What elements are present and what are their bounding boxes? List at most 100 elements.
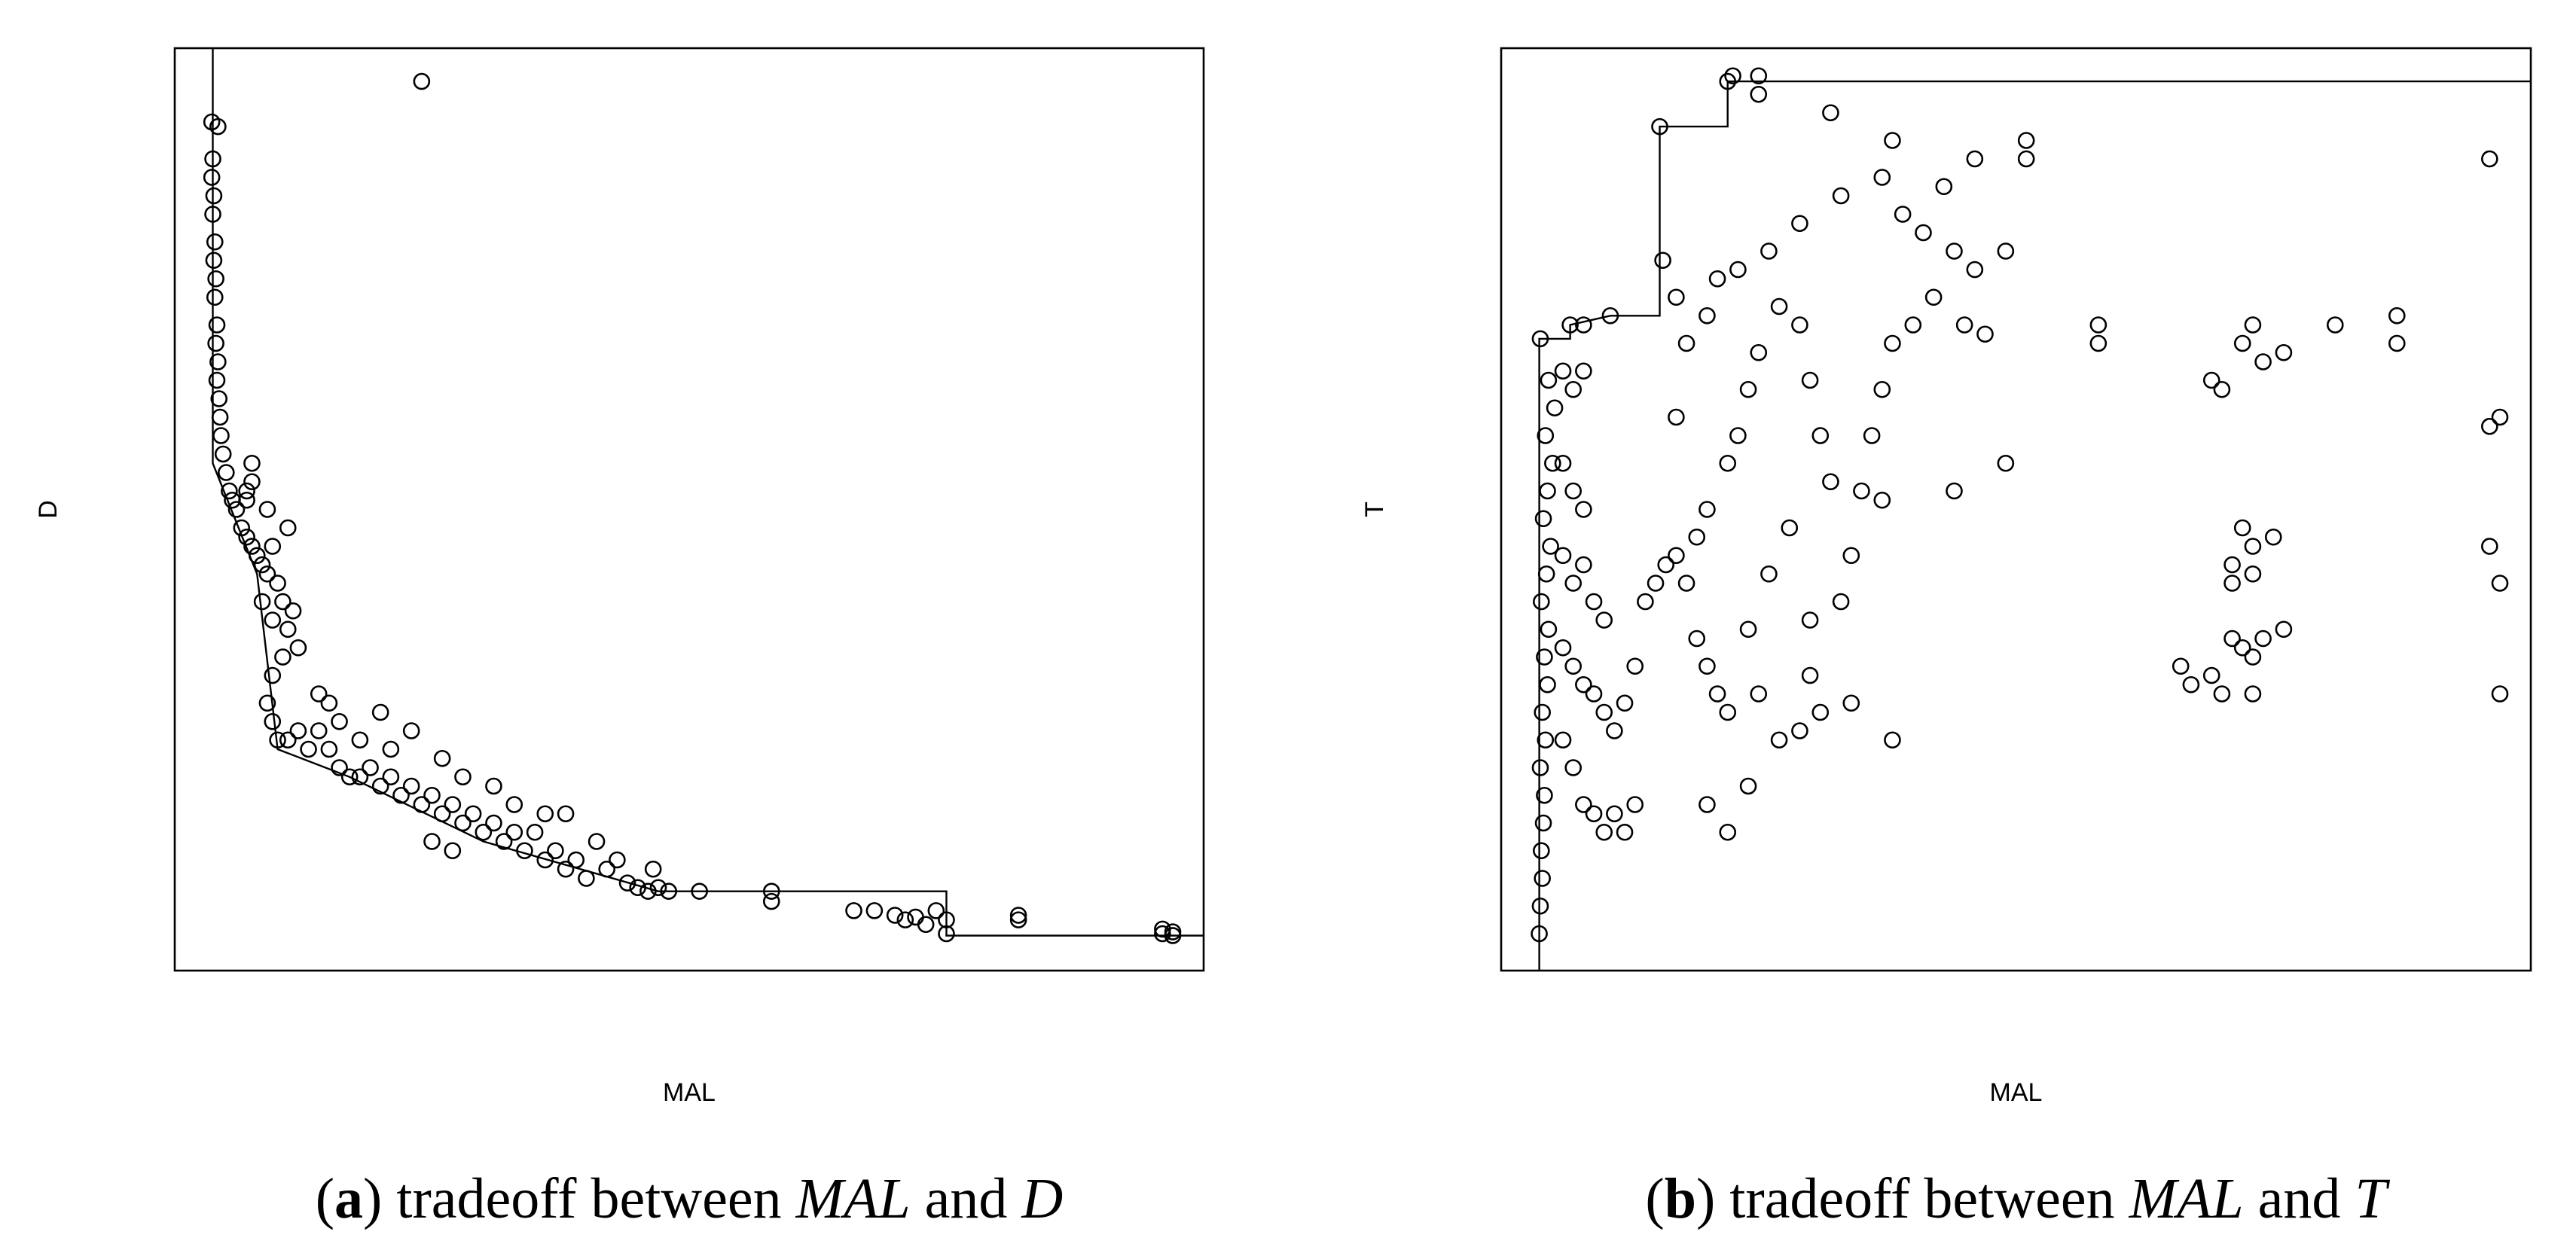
point: [204, 150, 221, 168]
point: [938, 911, 955, 928]
point: [1842, 694, 1860, 712]
point: [289, 722, 307, 739]
point: [214, 445, 232, 463]
point: [264, 712, 282, 730]
point: [1554, 454, 1572, 472]
point: [1719, 454, 1737, 472]
point: [320, 740, 338, 758]
point: [1791, 722, 1808, 739]
point: [649, 879, 667, 897]
point: [274, 648, 291, 666]
point: [1781, 519, 1799, 537]
point: [1750, 67, 1768, 85]
point: [2275, 620, 2293, 639]
point: [1606, 722, 1623, 739]
point: [2244, 316, 2262, 334]
point: [1739, 620, 1757, 639]
point: [1540, 371, 1558, 389]
point: [1719, 72, 1737, 90]
point: [2089, 316, 2107, 334]
point: [243, 538, 261, 555]
point: [444, 796, 462, 813]
point: [2244, 538, 2262, 555]
point: [618, 874, 636, 892]
point: [1760, 242, 1778, 260]
point: [1739, 380, 1757, 398]
point: [1531, 897, 1549, 915]
point: [1533, 593, 1550, 611]
caption-part: (: [1645, 1167, 1664, 1230]
point: [2233, 519, 2251, 537]
point: [210, 390, 228, 407]
point: [248, 547, 266, 565]
point: [609, 851, 626, 869]
point: [221, 482, 238, 500]
point: [1585, 805, 1603, 823]
point: [505, 796, 523, 813]
point: [1564, 759, 1582, 776]
point: [1534, 703, 1551, 721]
point: [1554, 362, 1572, 380]
point: [1997, 454, 2015, 472]
point: [454, 814, 472, 832]
point: [495, 833, 513, 850]
point: [1873, 169, 1891, 186]
point: [340, 768, 359, 786]
caption-part: MAL: [795, 1167, 911, 1230]
point: [1924, 288, 1943, 306]
point: [2481, 150, 2498, 168]
point: [2202, 371, 2220, 389]
point: [886, 907, 904, 924]
point: [1668, 408, 1685, 426]
point: [310, 722, 328, 739]
point: [1770, 731, 1788, 749]
caption-part: a: [334, 1167, 363, 1230]
point: [1750, 85, 1768, 103]
point: [269, 731, 286, 749]
point: [660, 883, 677, 900]
y-axis-label: D: [34, 500, 63, 519]
point: [1575, 675, 1592, 694]
point: [1575, 556, 1592, 574]
point: [371, 703, 389, 721]
point: [1544, 454, 1561, 472]
point: [526, 823, 544, 841]
point: [2388, 334, 2406, 352]
point: [444, 842, 462, 860]
point: [1708, 685, 1726, 703]
point: [289, 639, 307, 657]
point: [1976, 325, 1994, 343]
point: [1955, 316, 1973, 334]
point: [2264, 528, 2282, 546]
point: [1595, 823, 1613, 841]
point: [217, 464, 235, 481]
point: [639, 883, 657, 900]
point: [392, 786, 410, 804]
point: [2326, 316, 2344, 334]
caption: (b) tradeoff between MAL and T: [1645, 1167, 2390, 1230]
point: [351, 768, 369, 786]
point: [1801, 611, 1819, 629]
point: [207, 334, 224, 352]
point: [413, 72, 431, 90]
point: [1708, 270, 1726, 288]
point: [2233, 334, 2251, 352]
point: [2017, 150, 2035, 168]
point: [1884, 334, 1901, 352]
caption-part: and: [2258, 1167, 2341, 1230]
caption-part: T: [2355, 1167, 2390, 1230]
point: [691, 883, 708, 900]
point: [1729, 261, 1747, 279]
point: [1770, 297, 1788, 316]
point: [310, 685, 328, 703]
point: [209, 353, 227, 370]
point: [1668, 288, 1685, 306]
point: [1822, 104, 1839, 122]
point: [1536, 648, 1553, 666]
point: [1750, 343, 1768, 361]
point: [274, 593, 291, 611]
point: [2244, 685, 2262, 703]
point: [269, 575, 286, 592]
x-axis-label: MAL: [1990, 1078, 2043, 1107]
